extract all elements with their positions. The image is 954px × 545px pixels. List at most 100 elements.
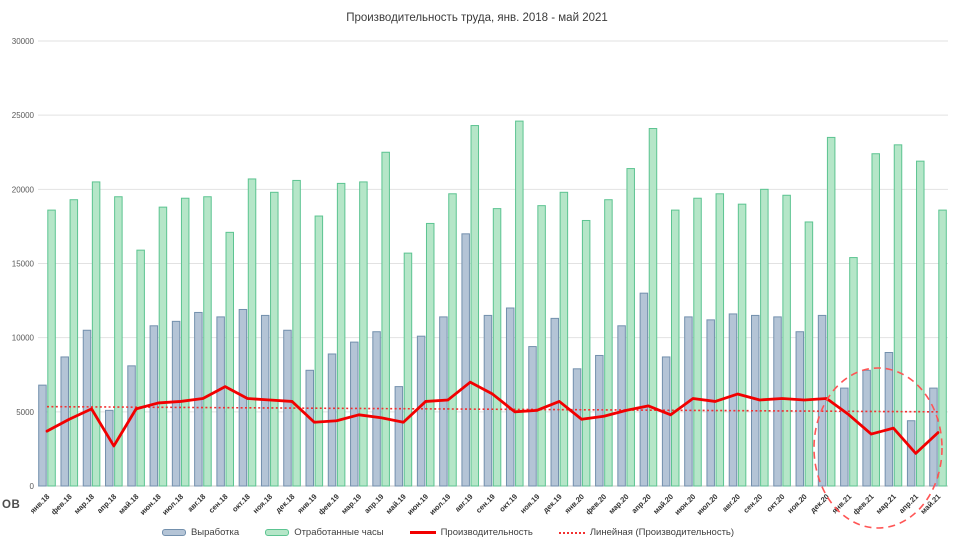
x-axis-tick-label: дек.20	[808, 492, 831, 515]
bar-otrabotannye-chasy	[581, 219, 591, 487]
x-axis-tick-label: фев.21	[851, 492, 876, 517]
bar-otrabotannye-chasy	[492, 208, 502, 487]
bar-otrabotannye-chasy	[938, 209, 947, 487]
bar-vyrabotka	[773, 316, 782, 487]
legend-label: Линейная (Производительность)	[589, 527, 735, 538]
bar-otrabotannye-chasy	[782, 194, 791, 487]
bar-otrabotannye-chasy	[270, 191, 279, 487]
bar-otrabotannye-chasy	[359, 181, 368, 487]
legend-label: Выработка	[190, 527, 240, 538]
bar-vyrabotka	[483, 314, 493, 487]
bar-otrabotannye-chasy	[136, 249, 145, 487]
x-axis-tick-label: июн.19	[405, 492, 430, 517]
bar-otrabotannye-chasy	[693, 197, 702, 487]
x-axis-tick-label: май.18	[117, 492, 141, 516]
bar-otrabotannye-chasy	[69, 199, 79, 487]
x-axis-tick-label: июл.18	[160, 492, 185, 517]
bar-vyrabotka	[572, 368, 582, 487]
bar-vyrabotka	[461, 233, 470, 487]
bar-otrabotannye-chasy	[737, 203, 747, 487]
bar-vyrabotka	[728, 313, 738, 487]
bar-otrabotannye-chasy	[515, 120, 524, 487]
bar-vyrabotka	[595, 354, 604, 487]
bar-otrabotannye-chasy	[158, 206, 168, 487]
x-axis-tick-label: мар.19	[339, 492, 363, 516]
y-axis-tick-label: 15000	[12, 260, 35, 269]
bar-otrabotannye-chasy	[804, 221, 814, 487]
x-axis-tick-label: июл.20	[695, 492, 720, 517]
legend-swatch-red-line	[409, 531, 436, 534]
x-axis-tick-label: апр.19	[362, 492, 385, 515]
x-axis-tick-label: май.19	[384, 492, 408, 516]
x-axis-tick-label: ноя.20	[786, 492, 809, 515]
bar-otrabotannye-chasy	[403, 252, 413, 487]
bar-otrabotannye-chasy	[715, 193, 725, 487]
bar-otrabotannye-chasy	[381, 151, 390, 487]
bar-vyrabotka	[171, 320, 181, 487]
x-axis-tick-label: янв.19	[295, 492, 318, 515]
legend-item-otrabotannye-chasy[interactable]: Отработанные часы	[265, 527, 384, 538]
bar-vyrabotka	[416, 335, 426, 487]
bar-otrabotannye-chasy	[91, 181, 101, 487]
x-axis-tick-label: янв.18	[28, 492, 51, 515]
x-axis-tick-label: апр.21	[897, 492, 920, 515]
x-axis-tick-label: июн.20	[673, 492, 698, 517]
bar-vyrabotka	[528, 346, 537, 487]
bar-otrabotannye-chasy	[559, 191, 569, 487]
legend-item-proizvoditelnost[interactable]: Производительность	[409, 527, 533, 538]
x-axis-tick-label: апр.20	[630, 492, 653, 515]
bar-otrabotannye-chasy	[314, 215, 324, 487]
bar-otrabotannye-chasy	[336, 182, 346, 487]
legend-label: Производительность	[440, 527, 533, 538]
x-axis-tick-label: сен.20	[741, 492, 764, 515]
bar-otrabotannye-chasy	[448, 193, 457, 487]
y-axis-tick-label: 5000	[16, 408, 34, 417]
bar-otrabotannye-chasy	[648, 128, 658, 487]
legend-swatch-bar-green	[265, 529, 290, 536]
bar-otrabotannye-chasy	[849, 257, 858, 487]
x-axis-tick-label: авг.20	[720, 492, 742, 514]
productivity-line	[45, 380, 940, 455]
bar-otrabotannye-chasy	[425, 222, 435, 487]
bar-vyrabotka	[661, 356, 671, 487]
bar-vyrabotka	[617, 325, 626, 487]
legend-item-vyrabotka[interactable]: Выработка	[161, 527, 240, 538]
bar-otrabotannye-chasy	[604, 199, 613, 487]
bar-vyrabotka	[38, 384, 47, 487]
bar-otrabotannye-chasy	[871, 153, 880, 487]
bar-vyrabotka	[639, 292, 649, 487]
bar-otrabotannye-chasy	[203, 196, 212, 487]
bar-otrabotannye-chasy	[826, 136, 836, 487]
x-axis-tick-label: авг.18	[186, 492, 208, 514]
x-axis-tick-label: окт.19	[497, 492, 519, 514]
x-axis-tick-label: сен.18	[207, 492, 230, 515]
y-axis-tick-label: 25000	[12, 111, 35, 120]
y-axis-tick-label: 30000	[12, 37, 35, 46]
bar-vyrabotka	[840, 387, 849, 487]
x-axis-tick-label: мар.21	[874, 492, 898, 516]
bar-vyrabotka	[884, 352, 894, 487]
bar-vyrabotka	[82, 329, 92, 487]
legend-item-linear-trend[interactable]: Линейная (Производительность)	[558, 527, 735, 538]
x-axis-tick-label: дек.19	[541, 492, 564, 515]
bar-vyrabotka	[817, 314, 827, 487]
x-axis-tick-label: окт.20	[765, 492, 787, 514]
legend-swatch-bar-blue	[161, 529, 186, 536]
y-axis-tick-label: 10000	[12, 334, 35, 343]
x-axis-tick-label: авг.19	[453, 492, 475, 514]
x-axis-tick-label: фев.18	[49, 492, 74, 517]
bar-otrabotannye-chasy	[225, 231, 234, 487]
x-axis-tick-label: июл.19	[428, 492, 453, 517]
bar-vyrabotka	[305, 369, 314, 487]
bar-vyrabotka	[127, 365, 136, 487]
bar-otrabotannye-chasy	[916, 160, 925, 487]
x-axis-tick-label: мар.20	[607, 492, 631, 516]
y-axis-tick-label: 0	[30, 482, 35, 491]
bar-otrabotannye-chasy	[180, 197, 190, 487]
y-axis-tick-label: 20000	[12, 185, 35, 194]
legend: Выработка Отработанные часы Производител…	[0, 527, 896, 538]
trend-line	[46, 405, 939, 413]
legend-swatch-dotted-line	[558, 531, 585, 534]
left-axis-partial-label: ОВ	[2, 499, 21, 511]
